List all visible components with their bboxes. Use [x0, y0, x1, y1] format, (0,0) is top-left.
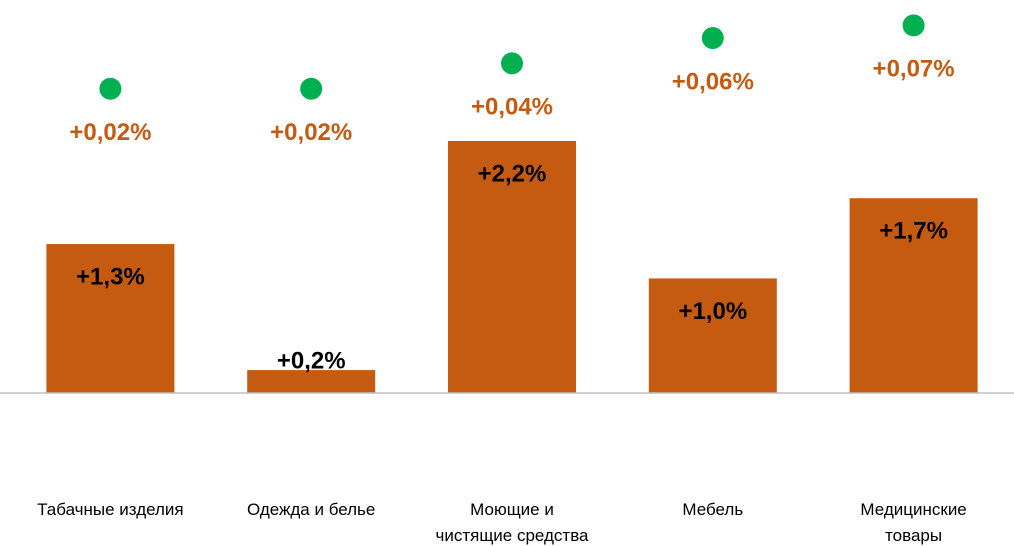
dot — [701, 27, 724, 50]
bar — [849, 198, 978, 393]
bar-value-label: +1,3% — [76, 263, 145, 290]
dot-value-label: +0,04% — [471, 94, 553, 121]
x-tick-label: Одежда и белье — [246, 500, 376, 519]
bar-value-label: +1,0% — [678, 298, 747, 325]
dot — [902, 14, 925, 37]
dot-value-label: +0,02% — [69, 119, 151, 146]
bar-value-label: +0,2% — [277, 347, 346, 374]
x-tick-label: Моющие и чистящие средства — [435, 500, 589, 545]
dot — [501, 52, 523, 75]
dot — [300, 77, 323, 100]
dot-value-label: +0,02% — [270, 119, 352, 146]
bar — [448, 140, 576, 393]
dot-value-label: +0,07% — [873, 56, 955, 83]
x-tick-label: Медицинские товары — [860, 500, 967, 545]
dot-value-label: +0,06% — [672, 68, 754, 95]
bar-value-label: +2,2% — [478, 160, 547, 187]
bar — [648, 278, 777, 393]
x-tick-label: Табачные изделия — [37, 500, 184, 519]
dot — [99, 77, 122, 100]
bar-value-label: +1,7% — [879, 218, 948, 245]
bar — [46, 244, 175, 393]
x-tick-label: Мебель — [682, 500, 744, 519]
bar — [247, 370, 376, 393]
